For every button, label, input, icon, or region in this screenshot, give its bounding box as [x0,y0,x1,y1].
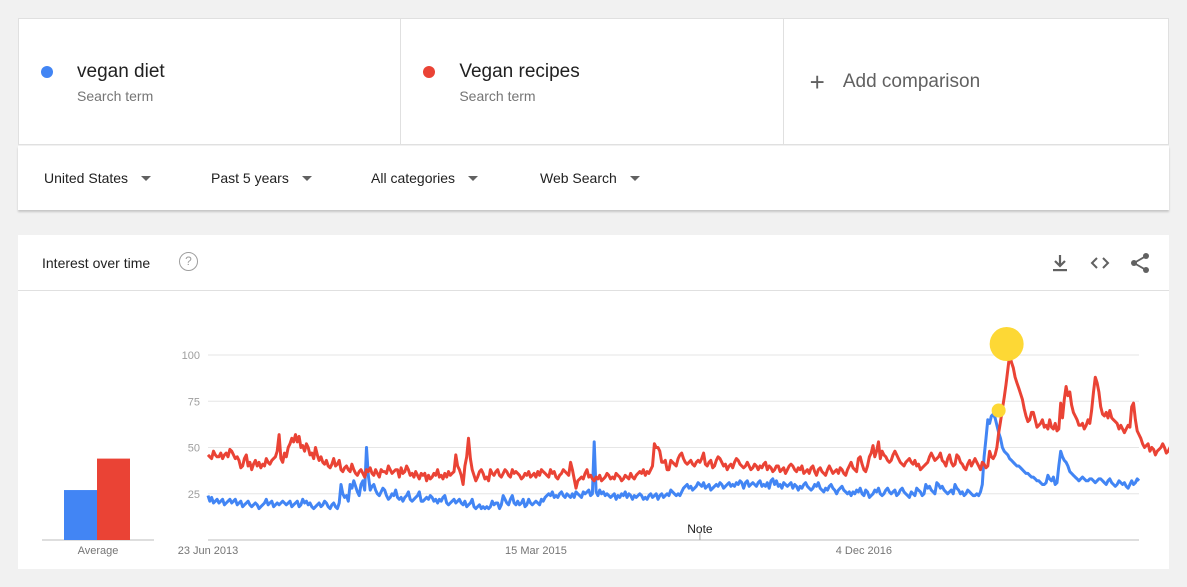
category-dropdown[interactable]: All categories [371,170,479,186]
note-label: Note [687,522,713,536]
chevron-down-icon [629,175,640,181]
region-value: United States [44,170,129,186]
average-bar-vegan-diet [64,490,97,540]
interest-chart: 25 50 75 100 23 Jun 2013 15 Mar 2015 4 Dec 201… [42,327,1169,557]
x-tick-label: 4 Dec 2016 [836,545,892,557]
search-terms-bar: vegan diet Search term Vegan recipes Sea… [18,18,1169,145]
search-type-value: Web Search [540,170,617,186]
embed-icon[interactable] [1088,251,1112,275]
chevron-down-icon [468,175,479,181]
download-icon[interactable] [1048,251,1072,275]
series-line-vegan-recipes [206,353,1169,490]
chevron-down-icon [301,175,312,181]
term-card-vegan-diet[interactable]: vegan diet Search term [19,19,402,144]
series-color-dot [423,66,436,78]
chart-annotations [989,327,1024,418]
x-tick-label: 15 Mar 2015 [505,545,567,557]
term-name[interactable]: vegan diet [77,61,165,82]
average-bar-vegan-recipes [97,458,130,540]
y-tick-label: 25 [188,489,200,501]
y-tick-label: 100 [182,350,200,362]
category-value: All categories [371,170,456,186]
search-type-dropdown[interactable]: Web Search [540,170,640,186]
term-type: Search term [459,88,536,104]
average-label: Average [78,545,119,557]
term-type: Search term [77,88,154,104]
y-tick-label: 75 [188,396,200,408]
average-bars [42,458,154,541]
add-comparison-label: Add comparison [842,71,981,92]
chart-grid [208,354,1139,541]
y-tick-label: 50 [188,443,200,455]
chevron-down-icon [141,175,152,181]
peak-annotation-marker [989,327,1024,361]
add-comparison-button[interactable]: + Add comparison [784,19,1168,144]
region-dropdown[interactable]: United States [44,170,152,186]
card-header: Interest over time ? [18,235,1169,291]
chart-labels: 25 50 75 100 23 Jun 2013 15 Mar 2015 4 Dec 201… [78,350,892,557]
help-icon[interactable]: ? [179,252,198,271]
secondary-annotation-marker [991,403,1006,418]
interest-over-time-card: Interest over time ? 25 50 75 100 23 Jun 201… [18,235,1169,569]
series-line-vegan-diet [206,412,1141,511]
term-card-vegan-recipes[interactable]: Vegan recipes Search term [401,19,784,144]
term-name[interactable]: Vegan recipes [459,61,580,82]
filter-bar: United States Past 5 years All categorie… [18,146,1169,210]
card-title: Interest over time [42,255,151,271]
share-icon[interactable] [1128,251,1152,275]
x-tick-label: 23 Jun 2013 [178,545,239,557]
plus-icon: + [809,67,825,97]
series-color-dot [41,66,53,78]
time-range-dropdown[interactable]: Past 5 years [211,170,312,186]
time-range-value: Past 5 years [211,170,289,186]
series-lines [206,353,1169,511]
